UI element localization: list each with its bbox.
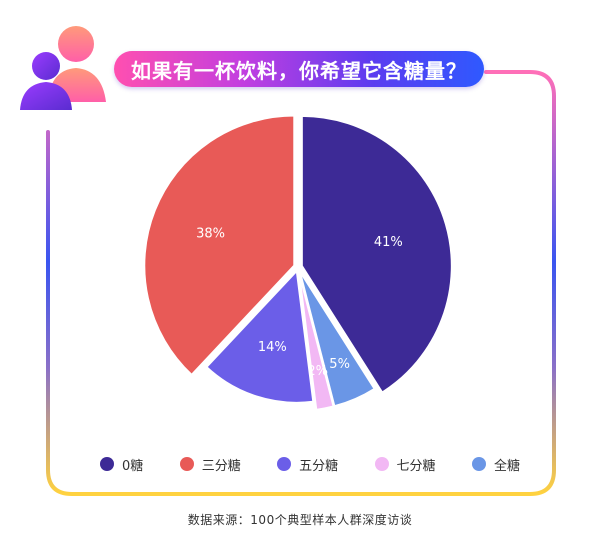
legend-label-3: 七分糖 <box>396 458 436 474</box>
legend-item-0: 0糖 <box>100 455 143 474</box>
chart-title-banner: 如果有一杯饮料，你希望它含糖量？ <box>114 51 484 87</box>
legend-label-0: 0糖 <box>122 458 144 474</box>
legend-label-2: 五分糖 <box>299 458 339 474</box>
pie-slice-0 <box>300 114 453 394</box>
pie-slice-label-2: 2% <box>307 364 328 379</box>
pie-slice-4 <box>143 114 296 376</box>
legend-swatch-4 <box>471 457 486 471</box>
pie-slice-3 <box>205 269 315 404</box>
data-source-note: 数据来源：100个典型样本人群深度访谈 <box>187 513 413 527</box>
people-icon <box>20 26 106 110</box>
pie-slice-label-1: 5% <box>329 357 350 372</box>
legend-swatch-2 <box>277 457 292 471</box>
legend-swatch-0 <box>100 457 114 471</box>
legend-item-3: 七分糖 <box>374 455 436 474</box>
legend-item-1: 三分糖 <box>179 455 241 474</box>
pie-slice-label-4: 38% <box>196 226 225 241</box>
legend-item-4: 全糖 <box>471 455 520 474</box>
legend-swatch-1 <box>179 457 194 471</box>
pie-slice-2 <box>297 269 335 411</box>
pie-slice-label-0: 41% <box>374 235 403 250</box>
chart-legend: 0糖 三分糖 五分糖 七分糖 全糖 <box>100 452 520 476</box>
legend-swatch-3 <box>374 457 389 471</box>
pie-slice-label-3: 14% <box>258 340 287 355</box>
legend-item-2: 五分糖 <box>277 455 338 474</box>
chart-title: 如果有一杯饮料，你希望它含糖量？ <box>131 58 467 83</box>
legend-label-1: 三分糖 <box>201 458 241 474</box>
legend-label-4: 全糖 <box>493 458 520 474</box>
